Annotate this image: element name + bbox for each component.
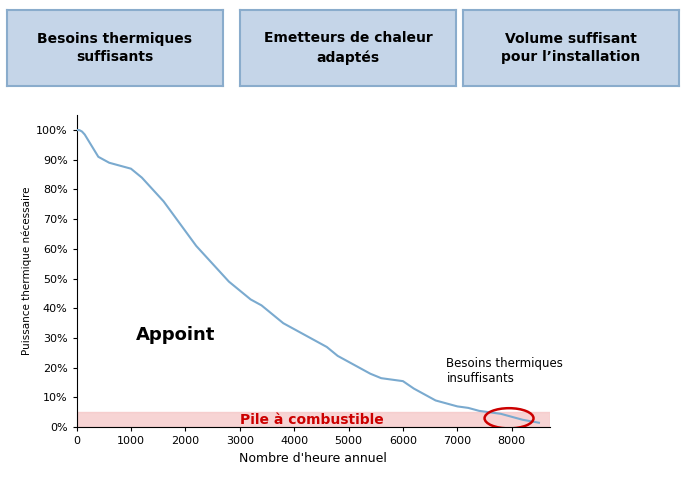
X-axis label: Nombre d'heure annuel: Nombre d'heure annuel	[239, 452, 387, 465]
Text: Pile à combustible: Pile à combustible	[239, 413, 383, 427]
Text: Besoins thermiques
insuffisants: Besoins thermiques insuffisants	[446, 358, 563, 385]
Text: Appoint: Appoint	[136, 325, 216, 344]
Text: Besoins thermiques
suffisants: Besoins thermiques suffisants	[38, 32, 192, 64]
Bar	[77, 412, 550, 427]
Y-axis label: Puissance thermique nécessaire: Puissance thermique nécessaire	[22, 187, 32, 356]
Text: Volume suffisant
pour l’installation: Volume suffisant pour l’installation	[501, 32, 640, 64]
Text: Emetteurs de chaleur
adaptés: Emetteurs de chaleur adaptés	[264, 32, 432, 64]
